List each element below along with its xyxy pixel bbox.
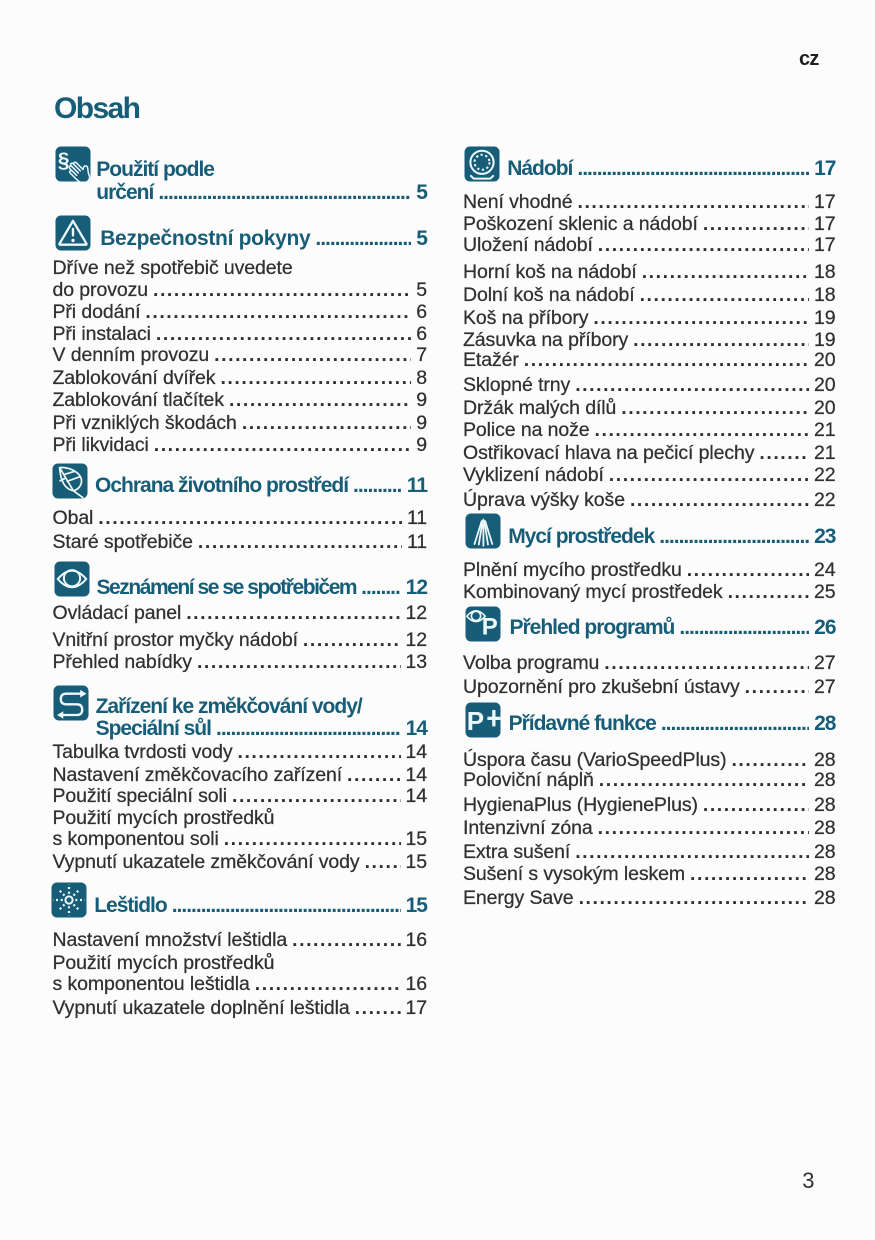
svg-text:P: P — [481, 613, 497, 640]
svg-text:§: § — [57, 149, 69, 172]
svg-text:P: P — [466, 706, 483, 736]
